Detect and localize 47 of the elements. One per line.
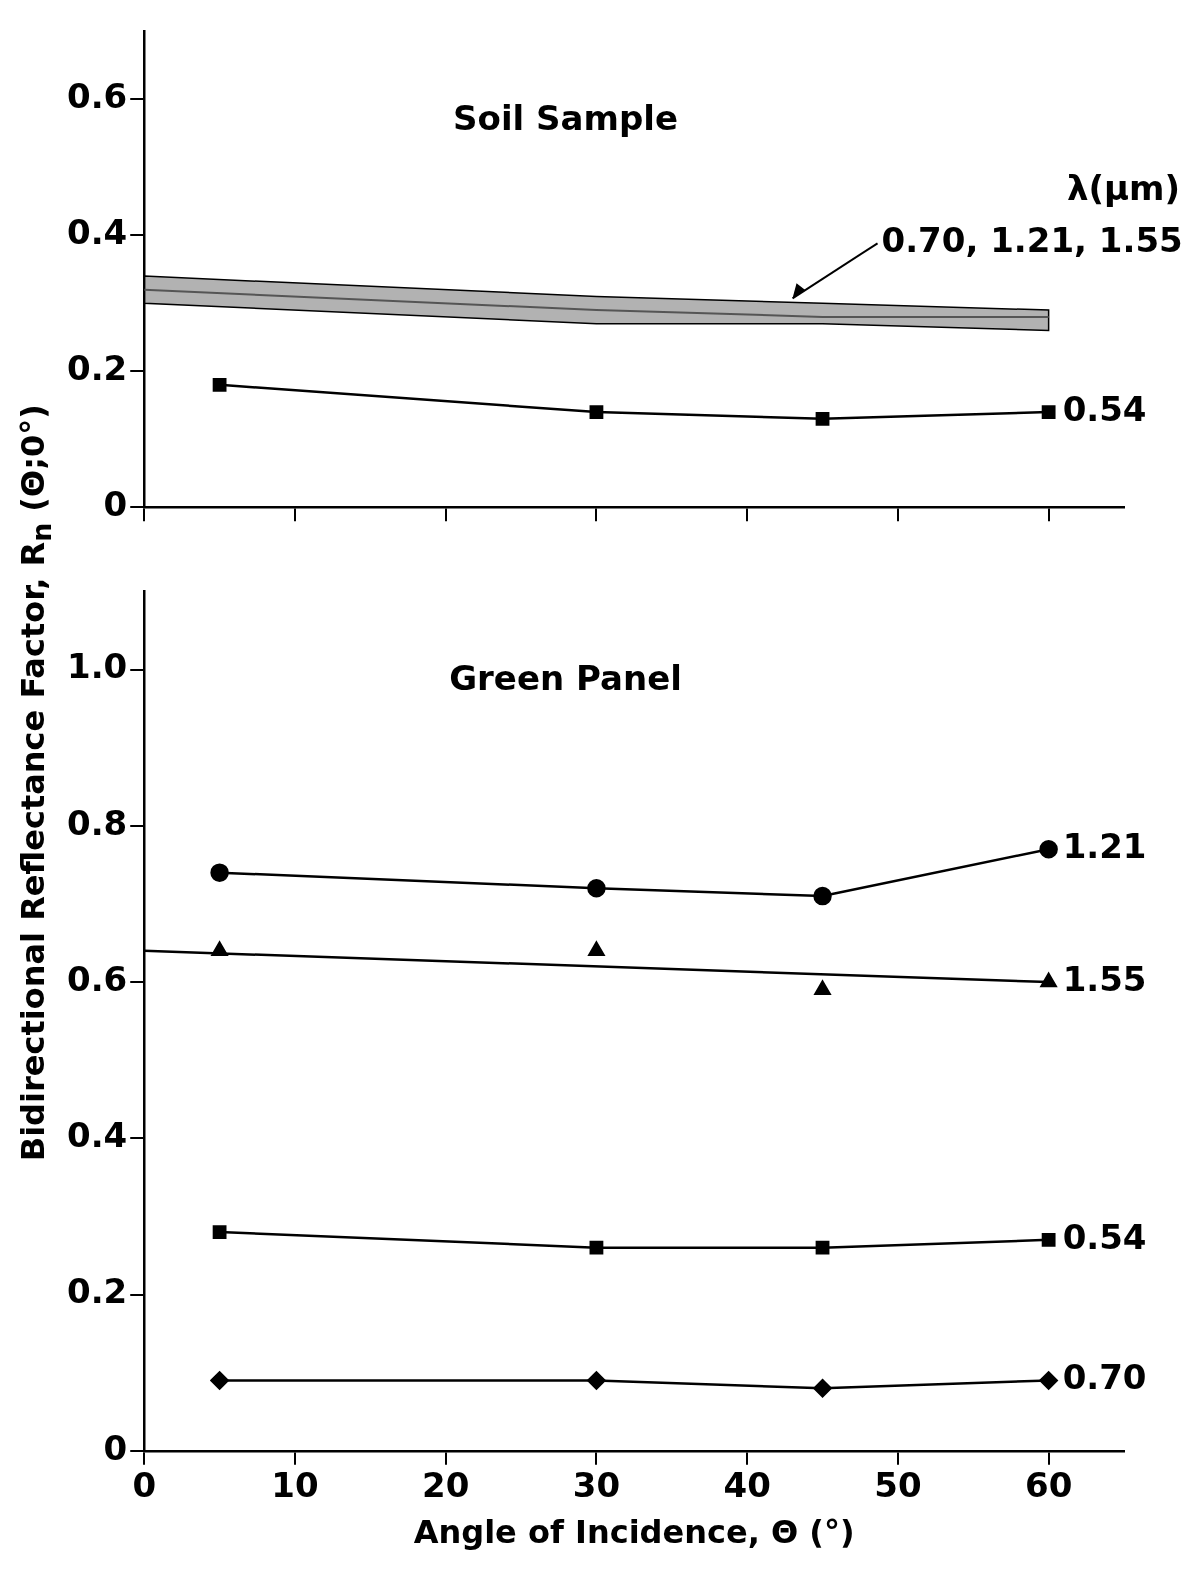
x-tick-label: 30 bbox=[572, 1465, 621, 1506]
y-tick-label: 0.8 bbox=[67, 802, 128, 843]
series-label: 0.54 bbox=[1062, 1216, 1147, 1257]
series-label: 1.55 bbox=[1062, 958, 1147, 999]
series-label: 0.54 bbox=[1062, 388, 1147, 429]
x-axis-title: Angle of Incidence, Θ (°) bbox=[413, 1513, 855, 1552]
series-label: 0.70, 1.21, 1.55 bbox=[881, 220, 1183, 261]
x-tick-label: 20 bbox=[422, 1465, 470, 1506]
y-tick-label: 0 bbox=[103, 1427, 128, 1468]
point bbox=[1041, 1232, 1056, 1247]
y-tick-label: 0.2 bbox=[67, 1271, 128, 1312]
point bbox=[587, 1371, 606, 1390]
point bbox=[587, 879, 606, 898]
point bbox=[814, 980, 831, 996]
point bbox=[589, 1240, 604, 1255]
y-tick-label: 0.6 bbox=[67, 76, 128, 117]
x-tick-label: 0 bbox=[132, 1465, 157, 1506]
point bbox=[212, 1225, 227, 1239]
point bbox=[1041, 405, 1056, 419]
y-tick-label: 0 bbox=[103, 484, 128, 525]
point bbox=[815, 1240, 830, 1255]
point bbox=[1039, 839, 1058, 859]
x-tick-label: 40 bbox=[723, 1465, 771, 1506]
text: Green Panel bbox=[449, 658, 682, 699]
legend-title: λ(μm) bbox=[1066, 168, 1180, 209]
point bbox=[210, 1371, 229, 1390]
point bbox=[813, 1379, 832, 1398]
point bbox=[212, 377, 227, 392]
x-tick-label: 60 bbox=[1024, 1465, 1073, 1506]
y-tick-label: 0.4 bbox=[67, 1115, 128, 1156]
point bbox=[815, 411, 830, 426]
x-tick-label: 10 bbox=[271, 1465, 319, 1506]
point bbox=[588, 941, 605, 957]
text: Soil Sample bbox=[453, 98, 678, 139]
y-tick-label: 0.2 bbox=[67, 348, 128, 389]
point bbox=[1039, 1371, 1058, 1390]
y-tick-label: 1.0 bbox=[67, 646, 128, 687]
point bbox=[1040, 972, 1057, 988]
y-tick-label: 0.6 bbox=[67, 958, 128, 999]
y-tick-label: 0.4 bbox=[67, 212, 128, 253]
series-label: 1.21 bbox=[1062, 826, 1147, 867]
series-label: 0.70 bbox=[1062, 1357, 1147, 1398]
point bbox=[589, 405, 604, 419]
x-tick-label: 50 bbox=[874, 1465, 922, 1506]
point bbox=[210, 863, 229, 882]
point bbox=[813, 886, 832, 906]
point bbox=[211, 941, 228, 957]
